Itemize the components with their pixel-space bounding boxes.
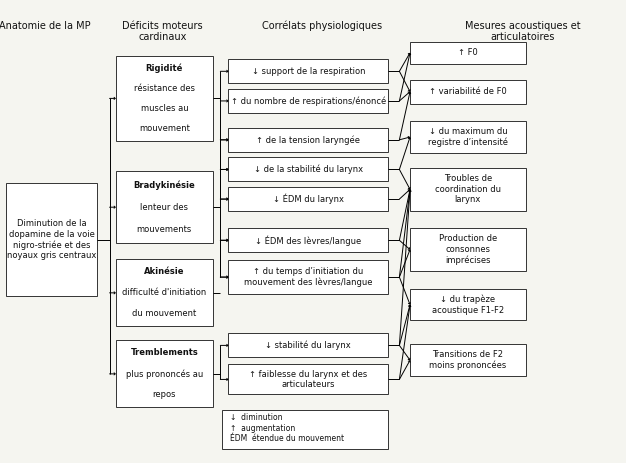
FancyBboxPatch shape (410, 80, 526, 104)
Text: ↓ support de la respiration: ↓ support de la respiration (252, 67, 365, 76)
Text: ↑ F0: ↑ F0 (458, 48, 478, 57)
Text: du mouvement: du mouvement (132, 309, 197, 319)
Text: ↑ du nombre de respirations/énoncé: ↑ du nombre de respirations/énoncé (230, 96, 386, 106)
Text: plus prononcés au: plus prononcés au (126, 369, 203, 379)
Text: Corrélats physiologiques: Corrélats physiologiques (262, 21, 382, 31)
FancyBboxPatch shape (410, 289, 526, 320)
Text: Transitions de F2
moins prononcées: Transitions de F2 moins prononcées (429, 350, 506, 370)
FancyBboxPatch shape (116, 259, 213, 326)
Text: difficulté d'initiation: difficulté d'initiation (122, 288, 207, 297)
FancyBboxPatch shape (228, 128, 388, 152)
Text: Tremblements: Tremblements (130, 348, 198, 357)
FancyBboxPatch shape (116, 340, 213, 407)
Text: ↑ variabilité de F0: ↑ variabilité de F0 (429, 87, 507, 96)
FancyBboxPatch shape (116, 56, 213, 141)
FancyBboxPatch shape (228, 187, 388, 211)
Text: Mesures acoustiques et
articulatoires: Mesures acoustiques et articulatoires (465, 21, 580, 43)
Text: Bradykinésie: Bradykinésie (133, 180, 195, 189)
Text: Rigidité: Rigidité (146, 63, 183, 73)
Text: ↓ ÉDM du larynx: ↓ ÉDM du larynx (273, 194, 344, 204)
Text: ↑ du temps d’initiation du
mouvement des lèvres/langue: ↑ du temps d’initiation du mouvement des… (244, 267, 372, 287)
Text: ↓  diminution
↑  augmentation
ÉDM  étendue du mouvement: ↓ diminution ↑ augmentation ÉDM étendue … (230, 413, 344, 443)
Text: mouvements: mouvements (136, 225, 192, 234)
FancyBboxPatch shape (410, 344, 526, 376)
Text: lenteur des: lenteur des (140, 203, 188, 212)
Text: Troubles de
coordination du
larynx: Troubles de coordination du larynx (435, 175, 501, 204)
FancyBboxPatch shape (410, 168, 526, 211)
Text: ↓ du maximum du
registre d’intensité: ↓ du maximum du registre d’intensité (428, 127, 508, 147)
Text: Diminution de la
dopamine de la voie
nigro-striée et des
noyaux gris centraux: Diminution de la dopamine de la voie nig… (7, 219, 96, 260)
Text: Déficits moteurs
cardinaux: Déficits moteurs cardinaux (123, 21, 203, 43)
FancyBboxPatch shape (116, 171, 213, 243)
Text: ↓ ÉDM des lèvres/langue: ↓ ÉDM des lèvres/langue (255, 235, 361, 245)
Text: Akinésie: Akinésie (144, 267, 185, 276)
FancyBboxPatch shape (228, 228, 388, 252)
FancyBboxPatch shape (228, 333, 388, 357)
FancyBboxPatch shape (222, 410, 388, 449)
FancyBboxPatch shape (228, 157, 388, 181)
Text: résistance des: résistance des (134, 84, 195, 93)
Text: ↓ de la stabilité du larynx: ↓ de la stabilité du larynx (254, 165, 363, 174)
Text: ↑ faiblesse du larynx et des
articulateurs: ↑ faiblesse du larynx et des articulateu… (249, 370, 367, 389)
Text: repos: repos (153, 390, 176, 400)
Text: Production de
consonnes
imprécises: Production de consonnes imprécises (439, 234, 497, 265)
Text: ↓ du trapèze
acoustique F1-F2: ↓ du trapèze acoustique F1-F2 (432, 295, 504, 314)
Text: muscles au: muscles au (140, 104, 188, 113)
FancyBboxPatch shape (228, 89, 388, 113)
FancyBboxPatch shape (228, 364, 388, 394)
Text: Anatomie de la MP: Anatomie de la MP (0, 21, 91, 31)
FancyBboxPatch shape (410, 42, 526, 64)
FancyBboxPatch shape (228, 59, 388, 83)
Text: mouvement: mouvement (139, 125, 190, 133)
FancyBboxPatch shape (6, 183, 97, 296)
FancyBboxPatch shape (410, 121, 526, 153)
FancyBboxPatch shape (410, 228, 526, 271)
Text: ↓ stabilité du larynx: ↓ stabilité du larynx (265, 341, 351, 350)
Text: ↑ de la tension laryngée: ↑ de la tension laryngée (256, 135, 361, 144)
FancyBboxPatch shape (228, 260, 388, 294)
